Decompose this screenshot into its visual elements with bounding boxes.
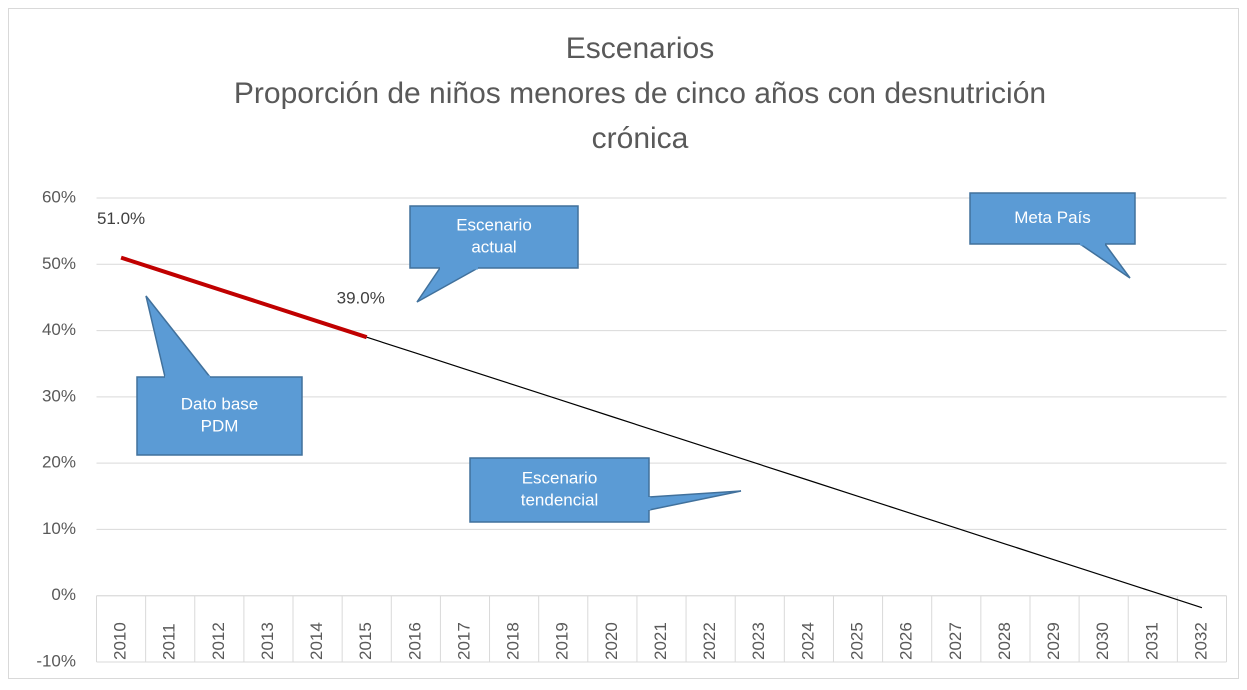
callout-box	[469, 457, 650, 523]
y-tick-label: 40%	[42, 320, 76, 339]
y-tick-label: 20%	[42, 453, 76, 472]
x-tick-label: 2027	[946, 622, 965, 660]
x-tick-label: 2024	[798, 622, 817, 660]
callout-pointer	[416, 267, 479, 303]
x-tick-label: 2028	[995, 622, 1014, 660]
callout-box	[969, 192, 1136, 245]
y-tick-label: 0%	[51, 585, 76, 604]
chart-title: crónica	[592, 122, 689, 155]
y-tick-label: 60%	[42, 187, 76, 206]
x-tick-label: 2020	[602, 622, 621, 660]
x-tick-label: 2022	[700, 622, 719, 660]
callout-box	[136, 376, 303, 456]
x-tick-label: 2031	[1142, 622, 1161, 660]
y-tick-label: -10%	[36, 651, 76, 670]
x-tick-label: 2014	[307, 622, 326, 660]
y-tick-label: 30%	[42, 386, 76, 405]
callout-text: Meta País	[1014, 208, 1091, 227]
chart-title: Proporción de niños menores de cinco año…	[234, 77, 1046, 110]
x-tick-label: 2019	[553, 622, 572, 660]
y-tick-label: 10%	[42, 519, 76, 538]
callout-text: Escenario	[522, 468, 598, 487]
callout-text: actual	[471, 237, 516, 256]
callout-box	[409, 205, 579, 269]
x-tick-label: 2015	[356, 622, 375, 660]
x-tick-label: 2032	[1191, 622, 1210, 660]
x-tick-label: 2010	[111, 622, 130, 660]
x-tick-label: 2017	[454, 622, 473, 660]
x-tick-label: 2012	[209, 622, 228, 660]
x-tick-label: 2013	[258, 622, 277, 660]
callout-pointer	[1079, 243, 1131, 279]
callout-text: Dato base	[181, 394, 259, 413]
x-tick-label: 2025	[848, 622, 867, 660]
x-tick-label: 2023	[749, 622, 768, 660]
x-tick-label: 2018	[504, 622, 523, 660]
x-tick-label: 2011	[160, 623, 179, 660]
callout-text: tendencial	[521, 490, 599, 509]
x-tick-label: 2030	[1093, 622, 1112, 660]
chart-frame	[8, 8, 1239, 679]
x-tick-label: 2026	[897, 622, 916, 660]
x-tick-label: 2016	[405, 622, 424, 660]
series-line	[366, 336, 1203, 609]
x-tick-label: 2029	[1044, 622, 1063, 660]
data-label: 39.0%	[337, 289, 385, 308]
series-line	[120, 255, 368, 340]
callout-pointer	[648, 490, 742, 511]
chart-title: Escenarios	[566, 32, 714, 65]
x-tick-label: 2021	[651, 622, 670, 660]
callout-pointer	[145, 295, 211, 378]
callout-text: PDM	[201, 416, 239, 435]
data-label: 51.0%	[97, 209, 145, 228]
y-tick-label: 50%	[42, 254, 76, 273]
callout-text: Escenario	[456, 215, 532, 234]
